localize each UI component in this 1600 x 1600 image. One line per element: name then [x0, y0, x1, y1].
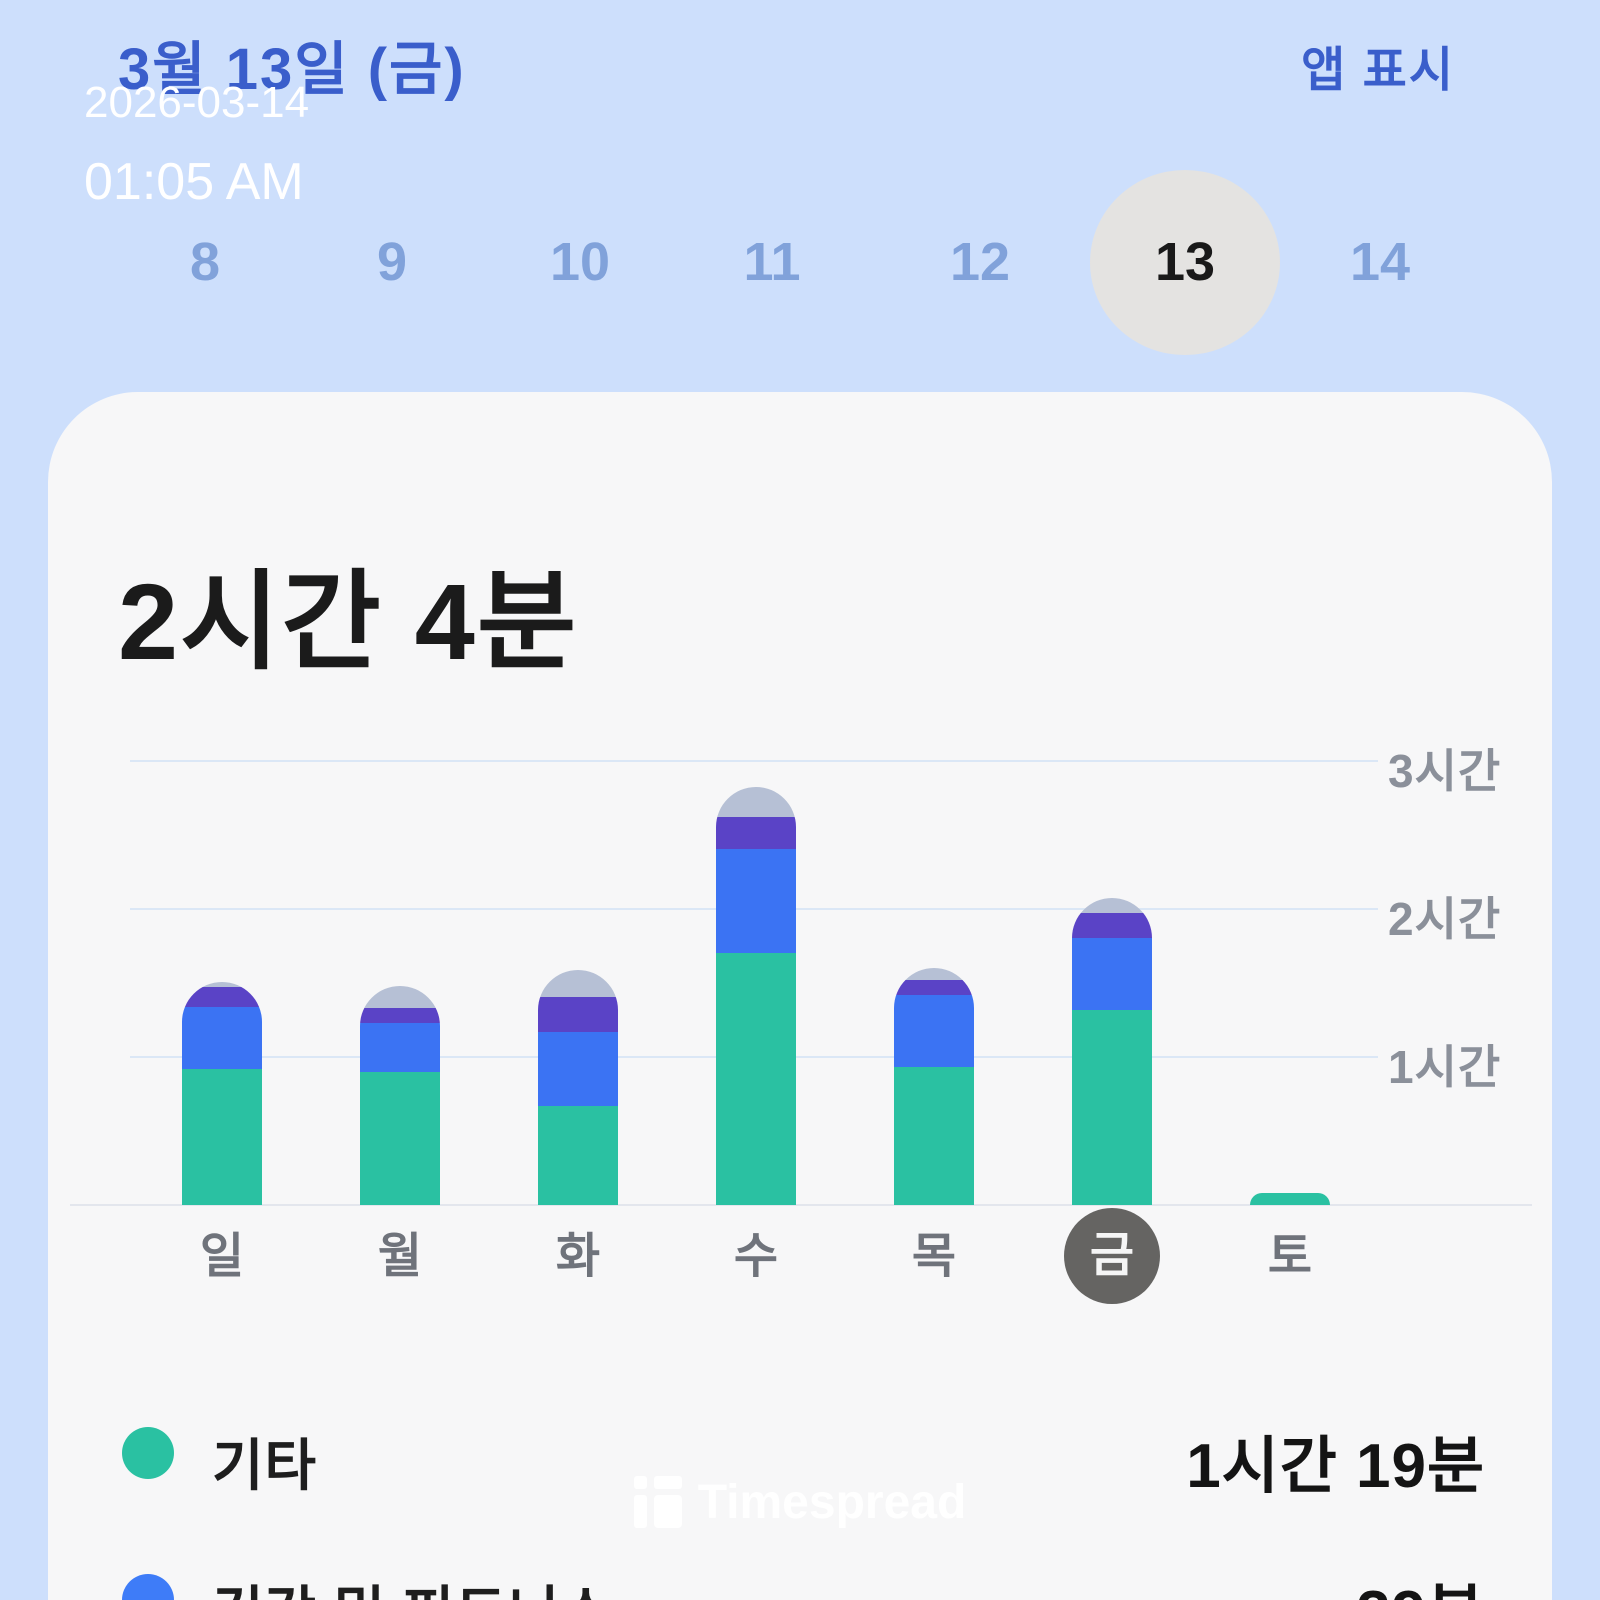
- day-number: 13: [1154, 232, 1216, 292]
- bar-segment: [360, 1008, 440, 1023]
- usage-bar-수[interactable]: [716, 787, 796, 1205]
- selected-day-pill: [1090, 170, 1280, 355]
- bar-segment: [716, 817, 796, 849]
- x-axis-day-월[interactable]: 월: [377, 1230, 423, 1283]
- bar-segment: [894, 1067, 974, 1205]
- gridline-3시간: [130, 760, 1378, 762]
- x-axis-day-목[interactable]: 목: [911, 1230, 957, 1283]
- legend-label: 건강 및 피트니스: [212, 1568, 613, 1600]
- legend-row: 건강 및 피트니스 29분: [0, 1562, 1600, 1600]
- legend-value: 29분: [1356, 1562, 1485, 1600]
- day-selector-item-12[interactable]: 12: [885, 170, 1075, 355]
- y-axis-label: 2시간: [1388, 893, 1502, 945]
- x-axis-day-금-selected[interactable]: 금: [1064, 1208, 1160, 1304]
- screenshot-time-overlay: 01:05 AM: [84, 153, 304, 211]
- usage-bar-일[interactable]: [182, 982, 262, 1205]
- legend-label: 기타: [212, 1434, 318, 1497]
- show-apps-button[interactable]: 앱 표시: [1301, 44, 1455, 97]
- x-axis-day-화[interactable]: 화: [555, 1230, 601, 1283]
- bar-segment: [182, 987, 262, 1007]
- bar-segment: [1072, 938, 1152, 1010]
- bar-segment: [360, 1072, 440, 1205]
- total-usage-title: 2시간 4분: [118, 561, 579, 682]
- usage-bar-화[interactable]: [538, 970, 618, 1205]
- bar-segment: [360, 986, 440, 1008]
- bar-segment: [182, 982, 262, 987]
- y-axis-label: 1시간: [1388, 1041, 1502, 1093]
- legend-color-dot: [122, 1574, 174, 1600]
- bar-segment: [1072, 913, 1152, 938]
- x-axis-day-수[interactable]: 수: [733, 1230, 779, 1283]
- bar-segment: [894, 995, 974, 1067]
- usage-bar-토[interactable]: [1250, 1193, 1330, 1205]
- day-number: 8: [189, 232, 221, 292]
- bar-segment: [716, 953, 796, 1205]
- day-selector-item-11[interactable]: 11: [677, 170, 867, 355]
- x-axis-day-토[interactable]: 토: [1267, 1230, 1313, 1283]
- legend-row: 기타 1시간 19분: [0, 1415, 1600, 1501]
- day-number: 10: [549, 232, 611, 292]
- day-number: 9: [376, 232, 408, 292]
- watermark-text: Timespread: [697, 1475, 967, 1529]
- bar-segment: [894, 980, 974, 995]
- day-selector-item-10[interactable]: 10: [485, 170, 675, 355]
- watermark: Timespread: [0, 1472, 1600, 1532]
- usage-bar-목[interactable]: [894, 968, 974, 1205]
- bar-segment: [538, 997, 618, 1032]
- screenshot-date-overlay: 2026-03-14: [84, 78, 310, 127]
- day-selector-item-9[interactable]: 9: [297, 170, 487, 355]
- page-title: 3월 13일 (금): [118, 37, 466, 102]
- bar-segment: [360, 1023, 440, 1072]
- day-number: 12: [949, 232, 1011, 292]
- day-number: 11: [743, 232, 801, 292]
- legend-color-dot: [122, 1427, 174, 1479]
- day-selector-item-13[interactable]: 13: [1090, 170, 1280, 355]
- bar-segment: [182, 1007, 262, 1069]
- bar-segment: [538, 1032, 618, 1106]
- bar-segment: [716, 849, 796, 953]
- usage-bar-금[interactable]: [1072, 898, 1152, 1205]
- x-axis-baseline: [70, 1204, 1532, 1206]
- usage-bar-월[interactable]: [360, 986, 440, 1205]
- bar-segment: [538, 1106, 618, 1205]
- day-number: 14: [1349, 232, 1411, 292]
- y-axis-label: 3시간: [1388, 745, 1502, 797]
- day-selector-item-8[interactable]: 8: [110, 170, 300, 355]
- usage-card: [48, 392, 1552, 1600]
- day-selector-item-14[interactable]: 14: [1285, 170, 1475, 355]
- bar-segment: [182, 1069, 262, 1205]
- x-axis-day-일[interactable]: 일: [199, 1230, 245, 1283]
- bar-segment: [1072, 1010, 1152, 1205]
- bar-segment: [1250, 1193, 1330, 1205]
- timespread-logo-icon: [633, 1476, 682, 1528]
- legend-value: 1시간 19분: [1186, 1432, 1485, 1501]
